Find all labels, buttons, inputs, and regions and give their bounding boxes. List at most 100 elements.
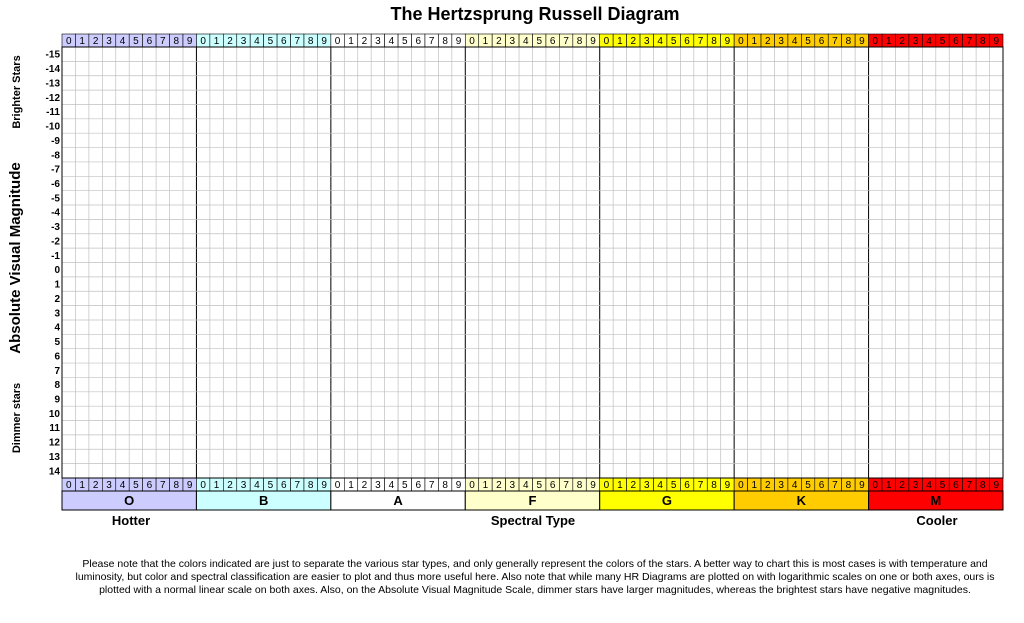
spectral-class-label: O: [124, 493, 134, 508]
subclass-label-top: 2: [496, 36, 502, 47]
subclass-label-bottom: 7: [294, 480, 300, 491]
subclass-label-top: 4: [523, 36, 529, 47]
x-axis-label: Spectral Type: [491, 513, 575, 528]
subclass-label-bottom: 8: [308, 480, 314, 491]
subclass-label-top: 8: [442, 36, 448, 47]
subclass-label-bottom: 4: [254, 480, 260, 491]
subclass-label-bottom: 2: [362, 480, 368, 491]
subclass-label-top: 4: [120, 36, 126, 47]
subclass-label-top: 7: [429, 36, 435, 47]
subclass-label-top: 6: [953, 36, 959, 47]
subclass-label-bottom: 0: [469, 480, 475, 491]
subclass-label-top: 6: [281, 36, 287, 47]
subclass-label-bottom: 9: [456, 480, 462, 491]
subclass-label-bottom: 4: [120, 480, 126, 491]
subclass-label-top: 6: [147, 36, 153, 47]
subclass-label-bottom: 7: [160, 480, 166, 491]
subclass-label-top: 4: [792, 36, 798, 47]
y-tick-label: -6: [51, 179, 60, 190]
subclass-label-top: 5: [940, 36, 946, 47]
subclass-label-top: 7: [832, 36, 838, 47]
subclass-label-top: 1: [214, 36, 220, 47]
subclass-label-top: 2: [227, 36, 233, 47]
subclass-label-bottom: 4: [926, 480, 932, 491]
subclass-label-bottom: 4: [657, 480, 663, 491]
subclass-label-top: 7: [563, 36, 569, 47]
subclass-label-top: 5: [805, 36, 811, 47]
y-tick-label: -9: [51, 136, 60, 147]
x-high-label: Cooler: [916, 513, 957, 528]
subclass-label-top: 3: [778, 36, 784, 47]
y-tick-label: 12: [49, 438, 61, 449]
subclass-label-top: 6: [819, 36, 825, 47]
subclass-label-bottom: 3: [106, 480, 112, 491]
subclass-label-bottom: 5: [805, 480, 811, 491]
subclass-label-bottom: 2: [93, 480, 99, 491]
subclass-label-bottom: 2: [899, 480, 905, 491]
subclass-label-top: 8: [308, 36, 314, 47]
subclass-label-bottom: 3: [913, 480, 919, 491]
subclass-label-bottom: 9: [321, 480, 327, 491]
y-tick-label: -4: [51, 208, 60, 219]
subclass-label-bottom: 0: [335, 480, 341, 491]
y-tick-label: -14: [46, 64, 61, 75]
y-tick-label: 14: [49, 466, 61, 477]
x-low-label: Hotter: [112, 513, 150, 528]
subclass-label-bottom: 8: [442, 480, 448, 491]
subclass-label-bottom: 2: [496, 480, 502, 491]
y-tick-label: 11: [49, 423, 60, 434]
subclass-label-top: 9: [187, 36, 193, 47]
subclass-label-top: 2: [93, 36, 99, 47]
y-tick-label: 10: [49, 409, 61, 420]
subclass-label-top: 5: [133, 36, 139, 47]
subclass-label-top: 2: [899, 36, 905, 47]
subclass-label-top: 0: [469, 36, 475, 47]
spectral-class-cell: [868, 490, 1004, 511]
subclass-label-top: 5: [671, 36, 677, 47]
subclass-label-top: 9: [993, 36, 999, 47]
spectral-class-label: B: [259, 493, 268, 508]
y-tick-label: 6: [54, 351, 60, 362]
y-tick-label: -5: [51, 193, 60, 204]
chart-title: The Hertzsprung Russell Diagram: [390, 4, 680, 24]
subclass-label-top: 6: [684, 36, 690, 47]
y-tick-label: 13: [49, 452, 61, 463]
y-tick-label: -11: [46, 107, 60, 118]
subclass-label-top: 8: [711, 36, 717, 47]
subclass-label-bottom: 5: [536, 480, 542, 491]
subclass-label-top: 1: [483, 36, 489, 47]
subclass-label-bottom: 7: [563, 480, 569, 491]
subclass-label-bottom: 8: [846, 480, 852, 491]
subclass-label-bottom: 1: [214, 480, 220, 491]
subclass-label-bottom: 0: [200, 480, 206, 491]
subclass-label-top: 3: [510, 36, 516, 47]
subclass-label-bottom: 2: [765, 480, 771, 491]
y-bottom-label: Dimmer stars: [11, 383, 23, 453]
subclass-label-top: 3: [241, 36, 247, 47]
subclass-label-top: 2: [362, 36, 368, 47]
subclass-label-bottom: 3: [778, 480, 784, 491]
subclass-label-top: 8: [173, 36, 179, 47]
spectral-class-label: F: [529, 493, 537, 508]
y-top-label: Brighter Stars: [11, 55, 23, 128]
subclass-label-bottom: 1: [886, 480, 892, 491]
y-tick-label: -10: [46, 122, 61, 133]
y-tick-label: 0: [54, 265, 60, 276]
subclass-label-top: 5: [268, 36, 274, 47]
subclass-label-bottom: 1: [483, 480, 489, 491]
subclass-label-top: 9: [456, 36, 462, 47]
subclass-label-top: 7: [698, 36, 704, 47]
subclass-label-bottom: 5: [671, 480, 677, 491]
subclass-label-top: 3: [106, 36, 112, 47]
y-tick-label: 4: [54, 323, 60, 334]
subclass-label-bottom: 9: [725, 480, 731, 491]
subclass-label-bottom: 7: [832, 480, 838, 491]
y-tick-label: 8: [54, 380, 60, 391]
y-axis-label: Absolute Visual Magnitude: [7, 162, 24, 353]
subclass-label-top: 9: [321, 36, 327, 47]
plot-area-border: [61, 46, 1004, 479]
subclass-label-bottom: 7: [429, 480, 435, 491]
subclass-label-top: 0: [873, 36, 879, 47]
